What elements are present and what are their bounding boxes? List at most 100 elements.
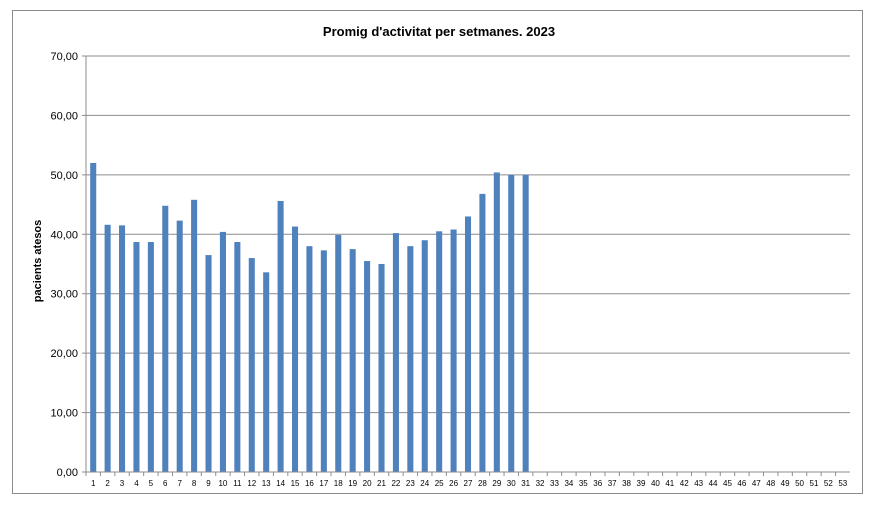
x-tick-label: 29: [492, 479, 501, 488]
x-tick-label: 22: [391, 479, 400, 488]
x-tick-label: 2: [105, 479, 110, 488]
x-tick-label: 33: [550, 479, 559, 488]
bar-week-27: [464, 216, 472, 472]
bar-week-9: [205, 255, 212, 472]
bar-week-3: [119, 225, 126, 472]
y-tick-label: 10,00: [50, 408, 78, 420]
x-tick-label: 38: [622, 479, 631, 488]
x-tick-label: 51: [810, 479, 819, 488]
bar-week-22: [392, 233, 399, 472]
x-tick-label: 18: [334, 479, 343, 488]
x-tick-label: 11: [233, 479, 242, 488]
bar-week-16: [306, 246, 313, 472]
x-tick-label: 35: [579, 479, 588, 488]
bar-week-5: [147, 242, 154, 472]
x-tick-label: 28: [478, 479, 487, 488]
x-tick-label: 23: [406, 479, 415, 488]
x-tick-label: 9: [206, 479, 211, 488]
x-tick-label: 7: [177, 479, 182, 488]
bar-week-17: [320, 250, 327, 472]
y-tick-label: 50,00: [50, 170, 78, 182]
x-tick-label: 45: [723, 479, 732, 488]
x-tick-label: 36: [593, 479, 602, 488]
x-tick-label: 34: [564, 479, 573, 488]
bar-week-6: [162, 205, 169, 472]
bar-week-19: [349, 249, 356, 472]
x-tick-label: 1: [91, 479, 96, 488]
y-tick-label: 0,00: [57, 467, 78, 479]
x-tick-label: 39: [637, 479, 646, 488]
x-tick-label: 31: [521, 479, 530, 488]
x-tick-label: 20: [363, 479, 372, 488]
bar-chart: Promig d'activitat per setmanes. 2023 pa…: [32, 24, 850, 488]
x-tick-label: 50: [795, 479, 804, 488]
x-tick-label: 42: [680, 479, 689, 488]
bar-week-21: [378, 264, 385, 472]
bar-week-25: [436, 231, 443, 472]
x-tick-label: 44: [709, 479, 718, 488]
bar-week-12: [248, 258, 255, 472]
x-tick-label: 21: [377, 479, 386, 488]
x-tick-label: 8: [192, 479, 197, 488]
bar-week-7: [176, 220, 183, 472]
x-tick-label: 47: [752, 479, 761, 488]
x-tick-label: 53: [838, 479, 847, 488]
bar-week-29: [493, 172, 500, 473]
bar-week-4: [133, 242, 140, 472]
bar-week-10: [219, 231, 226, 472]
y-tick-label: 30,00: [50, 289, 78, 301]
bar-week-15: [291, 226, 299, 472]
bar-week-30: [508, 174, 515, 472]
bar-week-31: [522, 174, 529, 472]
x-tick-label: 17: [319, 479, 328, 488]
x-tick-label: 13: [262, 479, 271, 488]
x-tick-label: 43: [694, 479, 703, 488]
axes: [85, 56, 850, 473]
y-tick-label: 60,00: [50, 110, 78, 122]
y-tick-label: 20,00: [50, 348, 78, 360]
y-tick-labels: 0,00 10,00 20,00 30,00 40,00 50,00 60,00 70,00: [50, 51, 78, 479]
x-tick-label: 19: [348, 479, 357, 488]
x-tick-label: 49: [781, 479, 790, 488]
chart-frame: Promig d'activitat per setmanes. 2023 pa…: [12, 10, 863, 494]
x-tick-label: 40: [651, 479, 660, 488]
bar-week-13: [263, 272, 270, 472]
x-tick-label: 25: [435, 479, 444, 488]
x-tick-labels: 1 2 3 4 5 6 7 8 9 10 11 12 13 14 15 16 17 18 19 20 21 22 23 24 2…: [85, 472, 848, 488]
bar-week-18: [335, 234, 342, 472]
y-tick-label: 70,00: [50, 51, 78, 63]
bar-week-2: [104, 224, 111, 472]
y-tick-label: 40,00: [50, 229, 78, 241]
x-tick-label: 32: [536, 479, 545, 488]
x-tick-label: 14: [276, 479, 285, 488]
x-tick-label: 16: [305, 479, 314, 488]
x-tick-label: 15: [291, 479, 300, 488]
x-tick-label: 6: [163, 479, 168, 488]
bar-week-28: [479, 193, 486, 473]
bar-week-1: [90, 162, 97, 472]
bar-week-11: [234, 242, 241, 472]
bars: [90, 162, 529, 473]
x-tick-label: 30: [507, 479, 516, 488]
x-tick-label: 48: [766, 479, 775, 488]
x-tick-label: 41: [665, 479, 674, 488]
chart-title: Promig d'activitat per setmanes. 2023: [323, 24, 555, 39]
x-tick-label: 27: [464, 479, 473, 488]
x-tick-label: 12: [247, 479, 256, 488]
x-tick-label: 10: [218, 479, 227, 488]
x-tick-label: 46: [737, 479, 746, 488]
x-tick-label: 4: [134, 479, 139, 488]
bar-week-24: [421, 240, 428, 472]
bar-week-23: [407, 246, 414, 472]
bar-week-14: [277, 201, 284, 472]
x-tick-label: 3: [120, 479, 125, 488]
x-tick-label: 52: [824, 479, 833, 488]
y-axis-label: pacients atesos: [32, 220, 44, 303]
x-tick-label: 26: [449, 479, 458, 488]
bar-week-8: [191, 199, 198, 472]
x-tick-label: 5: [149, 479, 154, 488]
x-tick-label: 24: [420, 479, 429, 488]
x-tick-label: 37: [608, 479, 617, 488]
bar-week-20: [364, 261, 371, 472]
bar-week-26: [450, 229, 457, 472]
